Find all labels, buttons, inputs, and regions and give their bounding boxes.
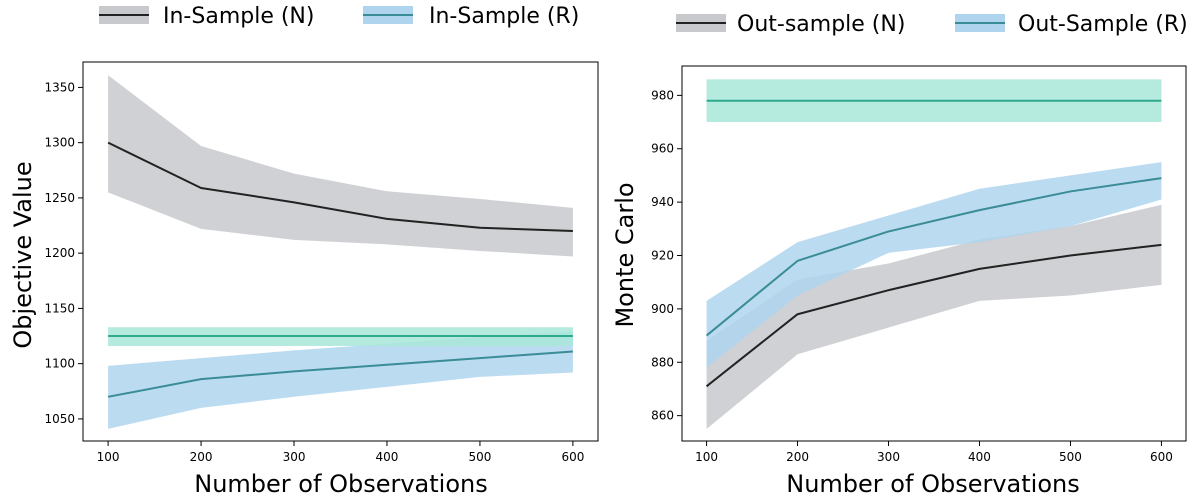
x-axis-label-right: Number of Observations bbox=[786, 470, 1079, 495]
series-band-0 bbox=[108, 75, 573, 257]
plot-area-right: 100 200 300 400 500 600 860 880 900 920 940 960 980 bbox=[651, 65, 1187, 464]
legend-label-in-sample-r: In-Sample (R) bbox=[429, 4, 579, 29]
x-tick-label: 400 bbox=[968, 450, 991, 464]
x-tick-label: 200 bbox=[190, 450, 213, 464]
y-tick-label: 960 bbox=[651, 142, 674, 156]
plot-area-left: 100 200 300 400 500 600 1050 1100 1150 1200 1250 13… bbox=[44, 61, 599, 464]
legend-label-out-sample-r: Out-Sample (R) bbox=[1018, 12, 1188, 37]
series-layer bbox=[705, 79, 1162, 429]
x-tick-label: 200 bbox=[786, 450, 809, 464]
legend-left: In-Sample (N) In-Sample (R) bbox=[99, 4, 579, 29]
y-tick-label: 1050 bbox=[44, 412, 75, 426]
x-tick-label: 600 bbox=[1150, 450, 1173, 464]
x-tick-label: 100 bbox=[695, 450, 718, 464]
x-axis-label-left: Number of Observations bbox=[194, 470, 487, 495]
series-line-1 bbox=[107, 350, 573, 398]
series-line-0 bbox=[107, 141, 573, 233]
y-axis-label-right: Monte Carlo bbox=[611, 182, 639, 327]
series-line-0 bbox=[705, 243, 1162, 388]
chart-right: Out-sample (N) Out-Sample (R) Monte Carl… bbox=[611, 12, 1188, 495]
x-tick-label: 500 bbox=[1059, 450, 1082, 464]
legend-label-in-sample-n: In-Sample (N) bbox=[163, 4, 314, 29]
y-axis-label-left: Objective Value bbox=[9, 161, 37, 348]
x-tick-label: 300 bbox=[283, 450, 306, 464]
y-tick-label: 1350 bbox=[44, 80, 75, 94]
axes-frame bbox=[82, 61, 599, 442]
y-tick-label: 880 bbox=[651, 355, 674, 369]
y-tick-label: 1150 bbox=[44, 301, 75, 315]
x-tick-label: 400 bbox=[376, 450, 399, 464]
y-tick-label: 980 bbox=[651, 88, 674, 102]
chart-left: In-Sample (N) In-Sample (R) Objective Va… bbox=[9, 4, 599, 495]
legend-label-out-sample-n: Out-sample (N) bbox=[737, 12, 905, 37]
legend-right: Out-sample (N) Out-Sample (R) bbox=[676, 12, 1188, 37]
y-tick-label: 940 bbox=[651, 195, 674, 209]
axes-frame bbox=[681, 65, 1187, 442]
y-tick-label: 1250 bbox=[44, 191, 75, 205]
x-tick-label: 500 bbox=[468, 450, 491, 464]
y-tick-label: 1100 bbox=[44, 357, 75, 371]
y-tick-label: 1200 bbox=[44, 246, 75, 260]
y-tick-label: 1300 bbox=[44, 136, 75, 150]
y-tick-label: 860 bbox=[651, 409, 674, 423]
y-tick-label: 900 bbox=[651, 302, 674, 316]
series-layer bbox=[107, 75, 573, 429]
series-band-1 bbox=[108, 331, 573, 429]
y-tick-label: 920 bbox=[651, 249, 674, 263]
series-band-0 bbox=[706, 204, 1162, 429]
series-line-1 bbox=[705, 177, 1162, 337]
series-band-1 bbox=[706, 162, 1162, 368]
x-tick-label: 100 bbox=[97, 450, 120, 464]
x-tick-label: 300 bbox=[877, 450, 900, 464]
x-tick-label: 600 bbox=[561, 450, 584, 464]
